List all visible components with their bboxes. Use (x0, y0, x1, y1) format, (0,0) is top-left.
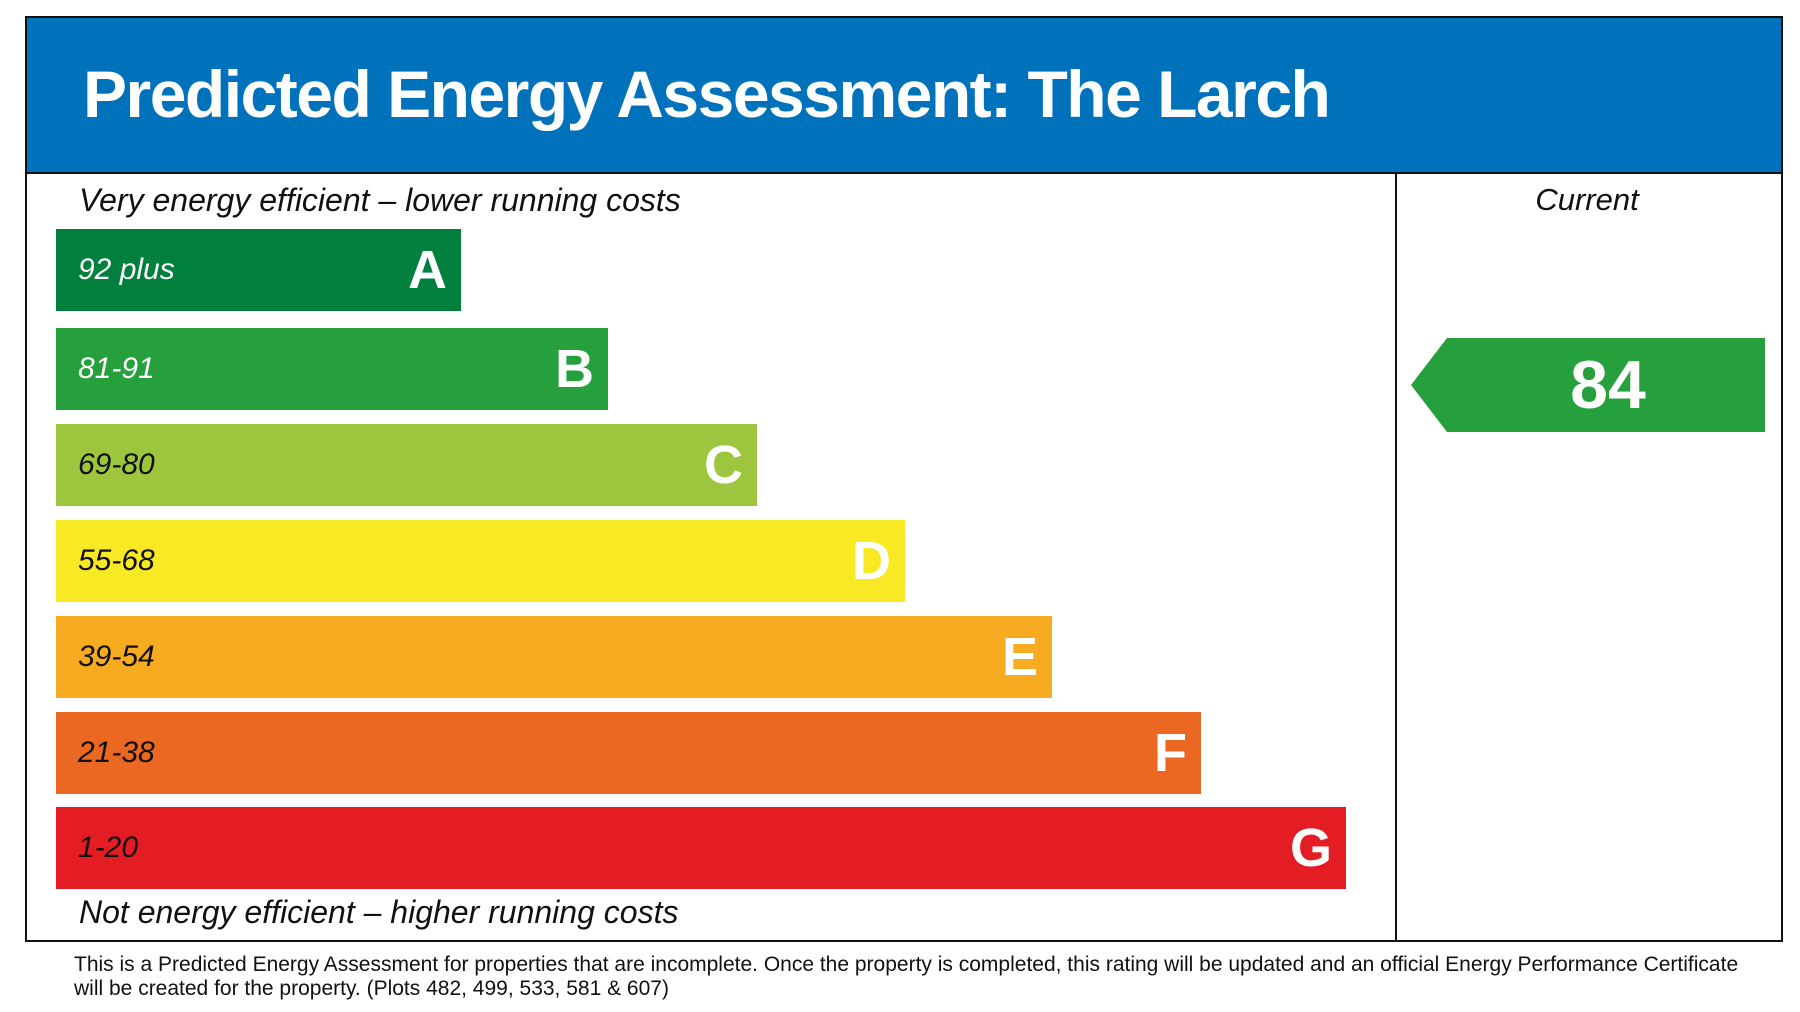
rating-bar-d: 55-68 D (56, 520, 905, 602)
page-title: Predicted Energy Assessment: The Larch (83, 57, 1331, 131)
rating-bar-g: 1-20 G (56, 807, 1346, 889)
footnote: This is a Predicted Energy Assessment fo… (74, 953, 1739, 1000)
rating-range: 21-38 (78, 736, 155, 769)
arrow-shape (1411, 338, 1765, 432)
rating-bar-f: 21-38 F (56, 712, 1201, 794)
energy-rating-chart: Predicted Energy Assessment: The Larch V… (25, 16, 1783, 942)
rating-range: 55-68 (78, 544, 155, 577)
rating-bar-b: 81-91 B (56, 328, 608, 410)
header: Predicted Energy Assessment: The Larch (27, 18, 1781, 174)
rating-range: 81-91 (78, 352, 155, 385)
rating-bar-c: 69-80 C (56, 424, 757, 506)
current-rating-arrow: 84 (1411, 338, 1765, 432)
rating-range: 69-80 (78, 448, 155, 481)
bottom-label: Not energy efficient – higher running co… (79, 894, 679, 930)
column-divider (1395, 174, 1397, 940)
rating-letter: A (408, 240, 447, 300)
rating-range: 92 plus (78, 253, 175, 286)
rating-bar-a: 92 plus A (56, 229, 461, 311)
rating-letter: G (1289, 818, 1332, 878)
rating-letter: F (1154, 723, 1187, 783)
rating-bar-e: 39-54 E (56, 616, 1052, 698)
rating-letter: E (1001, 627, 1038, 687)
current-column-label: Current (1535, 182, 1639, 217)
rating-letter: C (704, 435, 743, 495)
top-label: Very energy efficient – lower running co… (79, 182, 681, 218)
rating-letter: B (555, 339, 594, 399)
rating-range: 39-54 (78, 640, 155, 673)
rating-range: 1-20 (78, 831, 139, 864)
rating-letter: D (852, 531, 891, 591)
current-rating-value: 84 (1570, 347, 1646, 423)
